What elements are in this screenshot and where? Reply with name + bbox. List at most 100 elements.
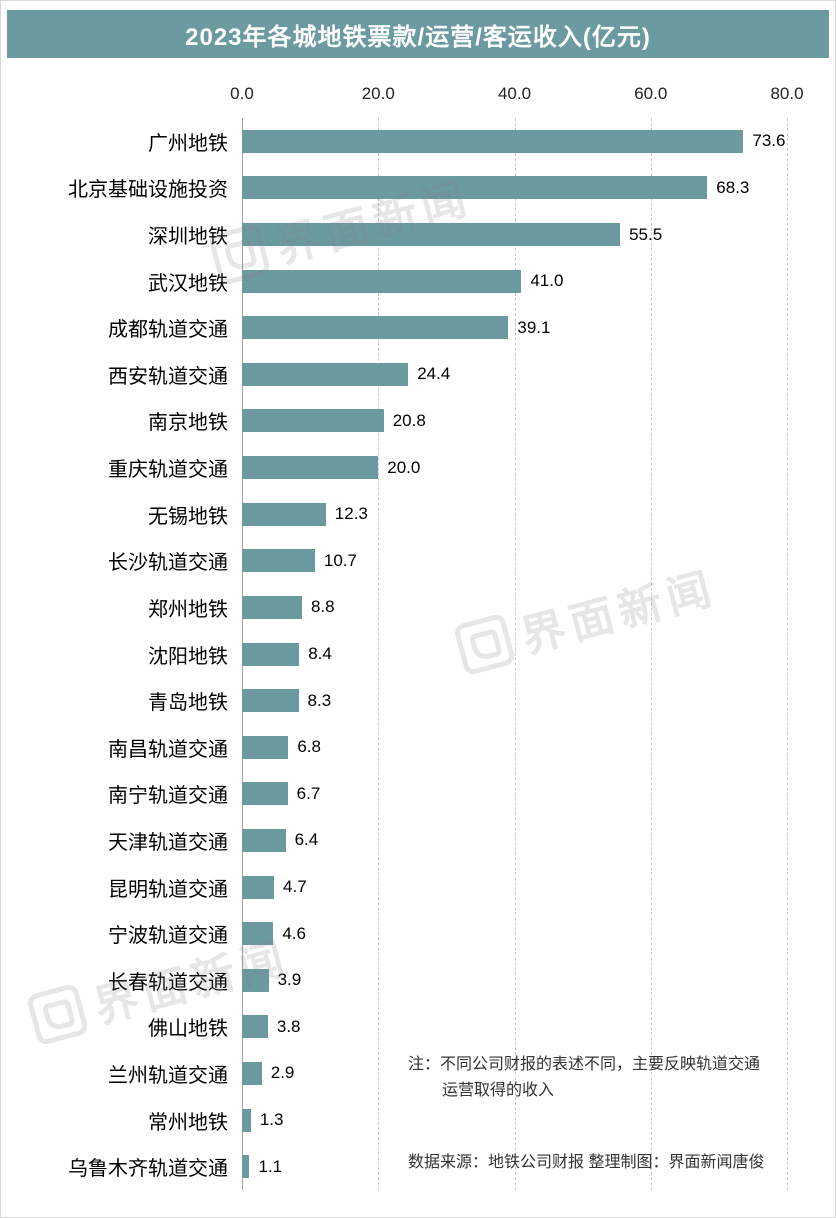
chart-row: 长春轨道交通 3.9	[0, 957, 836, 1004]
chart-row: 常州地铁 1.3	[0, 1097, 836, 1144]
chart-row: 西安轨道交通 24.4	[0, 351, 836, 398]
bar-value-label: 73.6	[752, 131, 786, 151]
gridline	[787, 118, 788, 1190]
bar	[242, 1015, 268, 1039]
category-label: 长沙轨道交通	[108, 552, 228, 575]
category-label: 常州地铁	[148, 1111, 228, 1134]
footnote-line-1: 注：不同公司财报的表述不同，主要反映轨道交通	[408, 1056, 761, 1073]
category-label: 西安轨道交通	[108, 365, 228, 388]
bar-area: 1.1	[242, 1143, 836, 1190]
category-label: 佛山地铁	[148, 1018, 228, 1041]
bar-area: 8.4	[242, 631, 836, 678]
bar-value-label: 4.7	[283, 877, 307, 897]
bar	[242, 642, 300, 666]
x-tick-label: 40.0	[497, 84, 532, 103]
bar	[242, 502, 326, 526]
bar	[242, 1108, 251, 1132]
bar-value-label: 6.8	[297, 737, 321, 757]
bar-value-label: 1.3	[259, 1110, 284, 1130]
chart-row: 长沙轨道交通 10.7	[0, 537, 836, 584]
bar	[242, 549, 315, 573]
bar	[242, 316, 509, 340]
category-label: 沈阳地铁	[148, 645, 228, 668]
bar-area: 10.7	[242, 537, 836, 584]
bar	[242, 782, 288, 806]
chart-row: 青岛地铁 8.3	[0, 677, 836, 724]
chart-title: 2023年各城地铁票款/运营/客运收入(亿元)	[185, 23, 651, 51]
bar	[242, 595, 302, 619]
category-label: 武汉地铁	[148, 272, 228, 295]
bar-area: 12.3	[242, 491, 836, 538]
bar-value-label: 24.4	[417, 364, 451, 384]
category-label: 长春轨道交通	[108, 971, 228, 994]
bar-area: 3.8	[242, 1004, 836, 1051]
bar-area: 24.4	[242, 351, 836, 398]
chart-row: 重庆轨道交通 20.0	[0, 444, 836, 491]
chart-row: 郑州地铁 8.8	[0, 584, 836, 631]
bar-value-label: 20.0	[387, 457, 421, 477]
bar	[242, 223, 621, 247]
x-tick-label: 80.0	[770, 84, 804, 103]
chart-row: 南宁轨道交通 6.7	[0, 771, 836, 818]
bar-value-label: 3.9	[277, 970, 302, 990]
chart-row: 南京地铁 20.8	[0, 398, 836, 445]
bar	[242, 176, 708, 200]
bar	[242, 875, 275, 899]
category-label: 无锡地铁	[148, 505, 228, 528]
category-label: 南京地铁	[148, 412, 228, 435]
bar-value-label: 8.3	[307, 690, 332, 710]
x-axis-ticks: 0.0 20.0 40.0 60.0 80.0	[0, 84, 836, 106]
bar-area: 1.3	[242, 1097, 836, 1144]
bar-area: 2.9	[242, 1050, 836, 1097]
chart-row: 武汉地铁 41.0	[0, 258, 836, 305]
gridline	[378, 118, 380, 1190]
bar-area: 6.4	[242, 817, 836, 864]
bar-value-label: 8.8	[310, 597, 335, 617]
x-tick-label: 60.0	[634, 84, 668, 103]
category-label: 天津轨道交通	[108, 831, 228, 854]
chart-row: 深圳地铁 55.5	[0, 211, 836, 258]
footnote: 注：不同公司财报的表述不同，主要反映轨道交通 运营取得的收入	[408, 1052, 760, 1104]
bar	[242, 129, 744, 153]
bar-value-label: 6.7	[296, 783, 321, 803]
chart-row: 天津轨道交通 6.4	[0, 817, 836, 864]
bar	[242, 968, 269, 992]
category-label: 昆明轨道交通	[108, 878, 228, 901]
bar-value-label: 10.7	[323, 550, 357, 570]
bar-value-label: 41.0	[530, 271, 564, 291]
bar-area: 73.6	[242, 118, 836, 165]
bar-area: 20.0	[242, 444, 836, 491]
category-label: 广州地铁	[148, 132, 228, 155]
category-label: 青岛地铁	[148, 692, 228, 715]
category-label: 深圳地铁	[148, 226, 228, 249]
chart-row: 兰州轨道交通 2.9	[0, 1050, 836, 1097]
bar-area: 39.1	[242, 304, 836, 351]
footnote-line-2: 运营取得的收入	[442, 1082, 555, 1099]
category-label: 成都轨道交通	[108, 319, 228, 342]
bar-value-label: 68.3	[716, 177, 750, 197]
bar-value-label: 3.8	[276, 1016, 301, 1036]
bar-rows: 广州地铁 73.6 北京基础设施投资 68.3 深圳地铁 55.5 武汉地铁 41.0 成都轨道…	[0, 118, 836, 1190]
category-label: 重庆轨道交通	[108, 459, 228, 482]
bar-area: 8.8	[242, 584, 836, 631]
bar-area: 55.5	[242, 211, 836, 258]
bar-value-label: 8.4	[308, 644, 332, 663]
gridline	[650, 118, 652, 1190]
data-source: 数据来源：地铁公司财报 整理制图：界面新闻唐俊	[408, 1154, 765, 1171]
bar-area: 8.3	[242, 677, 836, 724]
bar	[242, 409, 384, 433]
bar-area: 6.8	[242, 724, 836, 771]
chart-row: 成都轨道交通 39.1	[0, 304, 836, 351]
chart-row: 无锡地铁 12.3	[0, 491, 836, 538]
category-label: 南宁轨道交通	[108, 785, 228, 808]
bar-area: 3.9	[242, 957, 836, 1004]
bar	[242, 922, 274, 946]
bar	[242, 269, 522, 293]
chart-header: 2023年各城地铁票款/运营/客运收入(亿元)	[7, 10, 829, 58]
chart-row: 宁波轨道交通 4.6	[0, 910, 836, 957]
x-tick-label: 0.0	[230, 84, 254, 103]
category-label: 郑州地铁	[148, 598, 228, 621]
bar-value-label: 2.9	[270, 1063, 295, 1083]
category-label: 北京基础设施投资	[68, 179, 228, 202]
